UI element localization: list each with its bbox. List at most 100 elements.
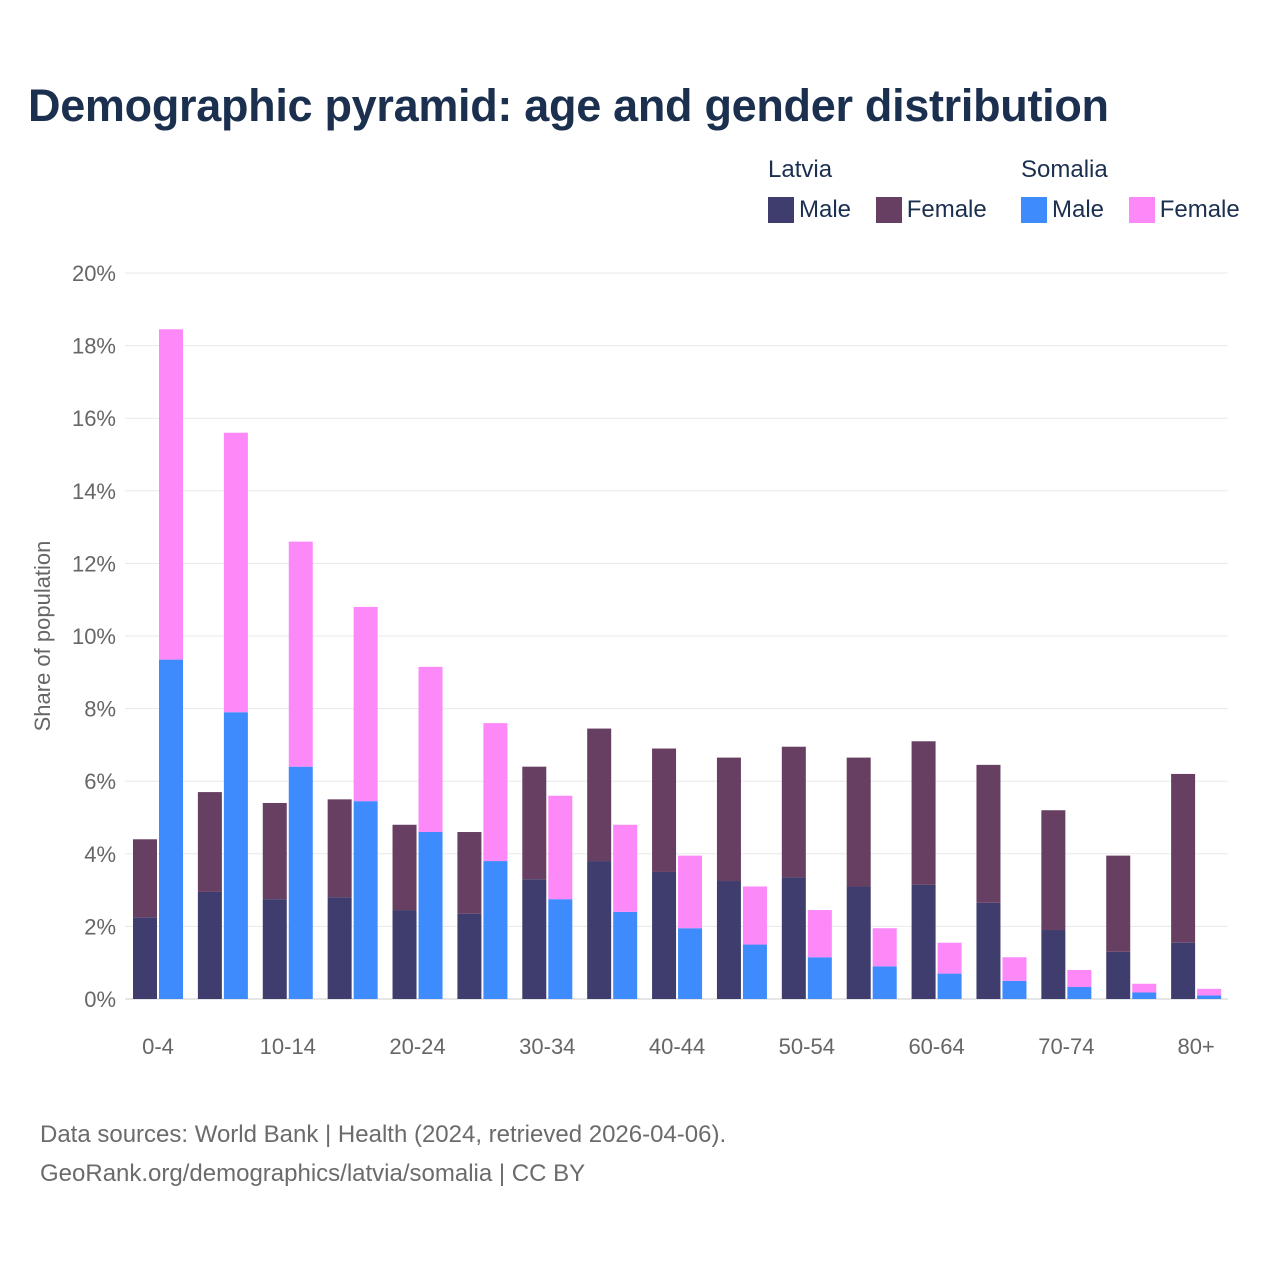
bar-latvia-male-50-54[interactable]	[781, 877, 806, 999]
bar-somalia-male-65-69[interactable]	[1002, 980, 1027, 999]
legend-title-latvia: Latvia	[768, 156, 833, 183]
y-tick-label: 6%	[84, 769, 116, 794]
bar-latvia-female-0-4[interactable]	[133, 839, 157, 918]
bar-somalia-male-60-64[interactable]	[937, 973, 962, 999]
bar-somalia-female-40-44[interactable]	[678, 855, 703, 929]
legend-item-latvia-female[interactable]: Female	[875, 196, 987, 224]
bar-latvia-female-5-9[interactable]	[197, 792, 222, 892]
bar-latvia-female-50-54[interactable]	[781, 746, 806, 878]
bar-latvia-male-0-4[interactable]	[133, 917, 157, 999]
bar-latvia-female-70-74[interactable]	[1041, 810, 1066, 931]
bar-latvia-male-5-9[interactable]	[197, 891, 222, 999]
bar-somalia-female-45-49[interactable]	[742, 886, 767, 945]
bar-latvia-male-80+[interactable]	[1171, 942, 1196, 999]
y-tick-label: 10%	[72, 624, 116, 649]
bar-somalia-male-45-49[interactable]	[742, 944, 767, 999]
legend-title-somalia: Somalia	[1021, 156, 1108, 183]
bar-somalia-male-75-79[interactable]	[1132, 992, 1157, 999]
bar-latvia-male-25-29[interactable]	[457, 913, 482, 999]
bar-somalia-female-70-74[interactable]	[1067, 969, 1092, 988]
x-tick-label: 50-54	[779, 1034, 835, 1059]
legend-somalia: Somalia Male Female	[1021, 156, 1240, 230]
x-tick-label: 60-64	[908, 1034, 964, 1059]
bar-somalia-male-40-44[interactable]	[678, 928, 703, 999]
bar-somalia-male-25-29[interactable]	[483, 861, 508, 999]
legend-item-latvia-male[interactable]: Male	[768, 196, 851, 224]
bar-latvia-male-65-69[interactable]	[976, 902, 1001, 999]
legend-item-somalia-female[interactable]: Female	[1128, 196, 1240, 224]
bar-somalia-female-10-14[interactable]	[288, 541, 313, 767]
legend-swatch	[768, 197, 794, 223]
bar-somalia-female-35-39[interactable]	[613, 824, 638, 912]
bar-latvia-female-15-19[interactable]	[327, 799, 352, 898]
bar-latvia-male-70-74[interactable]	[1041, 930, 1066, 999]
x-tick-label: 0-4	[142, 1034, 174, 1059]
chart-plot: 0% 2% 4% 6% 8% 10% 12% 14% 16% 18% 20% 0-4 10-14 20-…	[30, 261, 1228, 1059]
bar-latvia-female-75-79[interactable]	[1106, 855, 1131, 952]
bar-somalia-female-50-54[interactable]	[807, 910, 832, 958]
bar-latvia-male-15-19[interactable]	[327, 897, 352, 999]
x-tick-label: 20-24	[389, 1034, 445, 1059]
legend-item-somalia-male[interactable]: Male	[1021, 196, 1104, 224]
bar-latvia-female-30-34[interactable]	[522, 766, 547, 880]
bar-somalia-female-75-79[interactable]	[1132, 983, 1157, 993]
bar-latvia-male-40-44[interactable]	[652, 871, 677, 999]
bar-somalia-female-0-4[interactable]	[159, 329, 183, 660]
x-tick-label: 70-74	[1038, 1034, 1094, 1059]
bar-somalia-female-80+[interactable]	[1197, 988, 1222, 996]
y-tick-label: 4%	[84, 842, 116, 867]
bar-latvia-female-35-39[interactable]	[587, 728, 612, 862]
bar-somalia-female-25-29[interactable]	[483, 723, 508, 862]
bar-somalia-male-15-19[interactable]	[353, 801, 378, 999]
bar-somalia-female-15-19[interactable]	[353, 606, 378, 802]
y-tick-label: 18%	[72, 334, 116, 359]
legend-swatch	[1021, 197, 1047, 223]
bar-latvia-female-80+[interactable]	[1171, 773, 1196, 943]
legend-label: Female	[906, 196, 987, 223]
footer: Data sources: World Bank | Health (2024,…	[40, 1115, 726, 1193]
y-tick-label: 12%	[72, 551, 116, 576]
bar-somalia-female-65-69[interactable]	[1002, 957, 1027, 981]
bar-somalia-female-5-9[interactable]	[223, 432, 248, 713]
bar-latvia-male-75-79[interactable]	[1106, 951, 1131, 999]
bar-latvia-male-30-34[interactable]	[522, 879, 547, 999]
bar-latvia-male-10-14[interactable]	[262, 899, 287, 999]
legend-label: Male	[799, 196, 852, 223]
bar-somalia-female-30-34[interactable]	[548, 795, 573, 900]
x-tick-label: 40-44	[649, 1034, 705, 1059]
bar-latvia-male-55-59[interactable]	[846, 886, 871, 999]
source-link[interactable]: GeoRank.org/demographics/latvia/somalia …	[40, 1160, 586, 1187]
bar-latvia-female-10-14[interactable]	[262, 802, 287, 900]
bar-somalia-male-20-24[interactable]	[418, 832, 443, 999]
bar-latvia-female-65-69[interactable]	[976, 764, 1001, 903]
y-tick-label: 20%	[72, 261, 116, 286]
bar-latvia-female-45-49[interactable]	[716, 757, 741, 882]
bar-somalia-male-70-74[interactable]	[1067, 987, 1092, 999]
bar-somalia-male-30-34[interactable]	[548, 899, 573, 999]
bar-somalia-male-55-59[interactable]	[872, 966, 897, 999]
legend-label: Male	[1052, 196, 1105, 223]
bar-latvia-female-40-44[interactable]	[652, 748, 677, 872]
bar-somalia-female-20-24[interactable]	[418, 666, 443, 833]
bar-latvia-male-45-49[interactable]	[716, 881, 741, 999]
bar-latvia-female-25-29[interactable]	[457, 832, 482, 914]
bar-latvia-male-60-64[interactable]	[911, 884, 936, 999]
chart-title: Demographic pyramid: age and gender dist…	[28, 80, 1109, 131]
bar-somalia-male-50-54[interactable]	[807, 957, 832, 999]
bar-somalia-female-60-64[interactable]	[937, 942, 962, 974]
x-tick-label: 80+	[1177, 1034, 1214, 1059]
legend-swatch	[875, 197, 902, 223]
bar-latvia-male-35-39[interactable]	[587, 861, 612, 999]
bar-latvia-female-55-59[interactable]	[846, 757, 871, 887]
bar-somalia-male-0-4[interactable]	[159, 659, 183, 999]
bar-somalia-male-35-39[interactable]	[613, 911, 638, 999]
y-tick-label: 8%	[84, 697, 116, 722]
bar-latvia-male-20-24[interactable]	[392, 910, 417, 999]
bar-somalia-male-5-9[interactable]	[223, 712, 248, 999]
x-tick-label: 30-34	[519, 1034, 575, 1059]
bar-latvia-female-20-24[interactable]	[392, 824, 417, 911]
bar-somalia-male-80+[interactable]	[1197, 995, 1222, 999]
bar-somalia-female-55-59[interactable]	[872, 928, 897, 967]
bar-latvia-female-60-64[interactable]	[911, 741, 936, 885]
bar-somalia-male-10-14[interactable]	[288, 766, 313, 999]
